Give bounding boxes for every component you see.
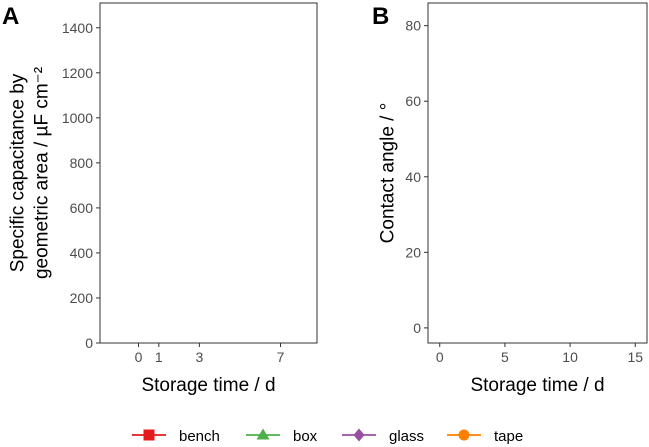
legend-label: tape <box>494 428 523 445</box>
x-tick-label: 15 <box>627 349 643 365</box>
legend-item-glass: glass <box>342 428 424 445</box>
x-tick-label: 0 <box>135 349 143 365</box>
x-axis-title: Storage time / d <box>141 375 275 396</box>
y-tick-label: 60 <box>405 93 421 109</box>
legend-item-tape: tape <box>447 428 523 445</box>
x-tick-label: 10 <box>562 349 578 365</box>
x-tick-label: 1 <box>155 349 163 365</box>
x-tick-label: 5 <box>501 349 509 365</box>
y-tick-label: 600 <box>70 200 94 216</box>
panel-border <box>99 2 318 344</box>
panel-b: 0 20 40 60 80 0 5 10 15 Storage time / d Contact a… <box>372 2 648 396</box>
legend-marker <box>458 429 470 441</box>
y-tick-label: 1000 <box>62 110 93 126</box>
legend-marker <box>353 428 365 442</box>
y-axis-title: Specific capacitance by <box>8 73 29 272</box>
y-tick-label: 0 <box>85 335 93 351</box>
y-tick-label: 40 <box>405 169 421 185</box>
y-tick-label: 20 <box>405 244 421 260</box>
legend-marker <box>256 428 270 440</box>
y-tick-label: 0 <box>413 320 421 336</box>
legend: bench box glass tape <box>132 428 523 445</box>
legend-label: bench <box>179 428 220 445</box>
legend-label: box <box>293 428 318 445</box>
x-tick-label: 3 <box>195 349 203 365</box>
x-tick-label: 0 <box>436 349 444 365</box>
x-axis-title: Storage time / d <box>470 375 604 396</box>
legend-marker <box>143 429 155 441</box>
y-tick-label: 400 <box>70 245 94 261</box>
y-tick-label: 800 <box>70 155 94 171</box>
x-tick-label: 7 <box>277 349 285 365</box>
y-tick-label: 200 <box>70 290 94 306</box>
panel-border <box>427 2 648 344</box>
panel-letter: A <box>2 3 19 30</box>
y-tick-label: 1200 <box>62 65 93 81</box>
y-axis-title: Contact angle / ° <box>378 103 399 244</box>
panel-letter: B <box>372 3 389 30</box>
y-axis-title: geometric area / µF cm⁻² <box>32 67 53 279</box>
legend-item-bench: bench <box>132 428 220 445</box>
y-tick-label: 80 <box>405 18 421 34</box>
legend-label: glass <box>389 428 424 445</box>
y-tick-label: 1400 <box>62 20 93 36</box>
legend-item-box: box <box>246 428 318 445</box>
